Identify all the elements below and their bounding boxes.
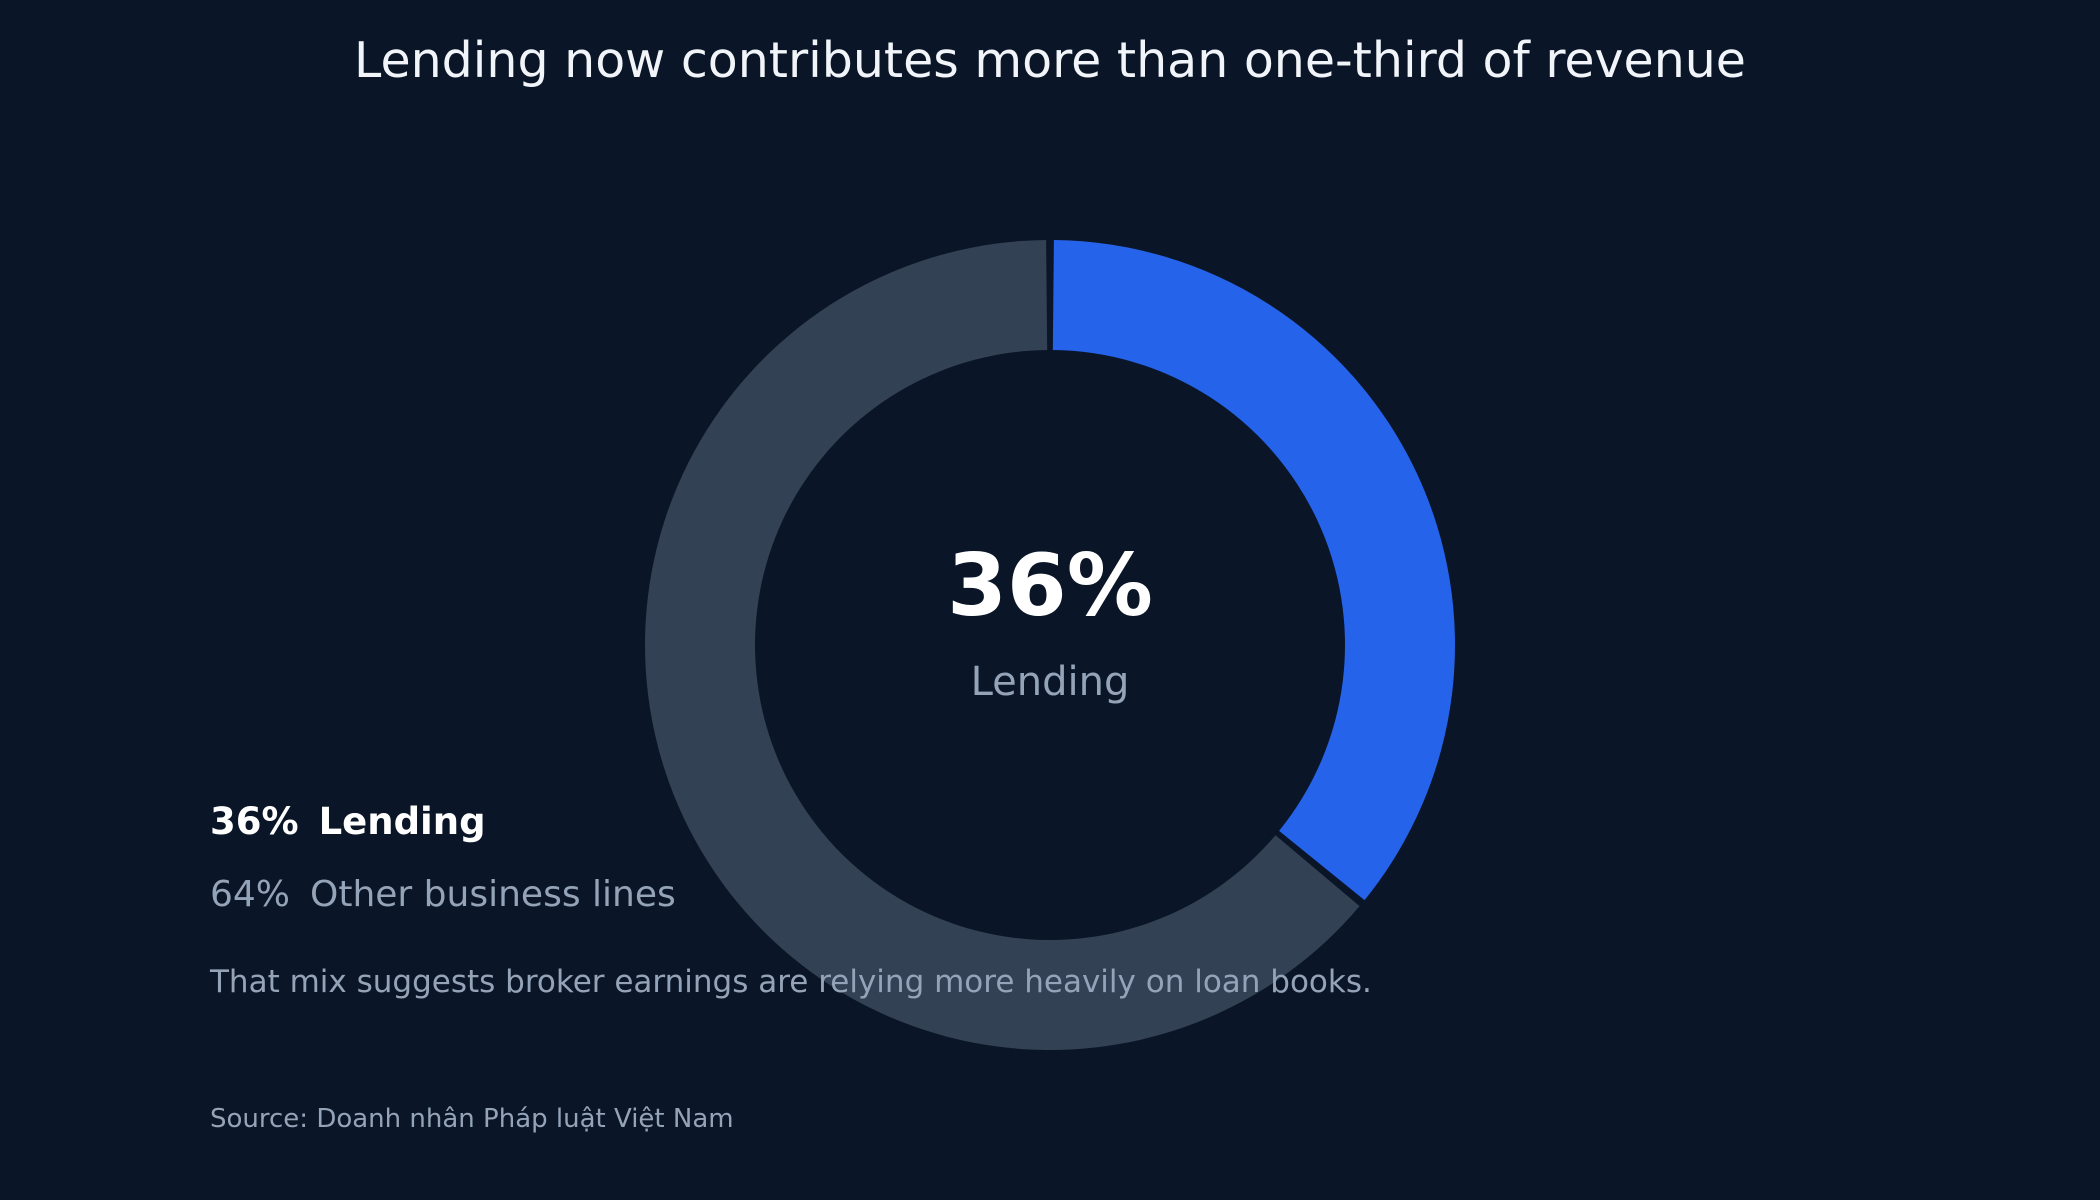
- legend-item-lending: 36% Lending: [210, 800, 486, 843]
- legend-label: Lending: [318, 800, 486, 843]
- legend-label: Other business lines: [310, 874, 676, 915]
- legend-value: 36%: [210, 800, 299, 843]
- source-credit: Source: Doanh nhân Pháp luật Việt Nam: [210, 1104, 734, 1134]
- donut-slices: [645, 240, 1456, 1050]
- donut-slice-lending: [1052, 240, 1456, 901]
- legend-value: 64%: [210, 874, 291, 915]
- page-title: Lending now contributes more than one-th…: [354, 32, 1746, 89]
- donut-slice-other-business-lines: [645, 240, 1360, 1050]
- center-category-label: Lending: [971, 659, 1130, 705]
- center-value-label: 36%: [947, 536, 1153, 636]
- legend-item-other: 64% Other business lines: [210, 874, 676, 915]
- annotation-note: That mix suggests broker earnings are re…: [210, 964, 1372, 1000]
